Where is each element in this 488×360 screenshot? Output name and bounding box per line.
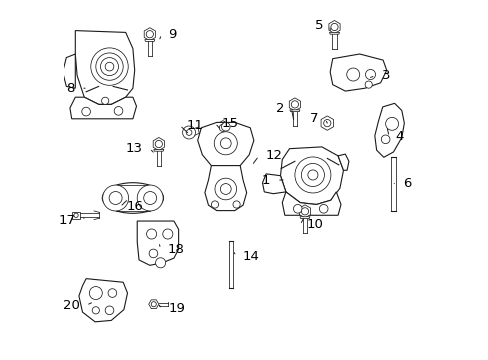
Circle shape	[214, 132, 237, 155]
Circle shape	[186, 130, 192, 135]
Circle shape	[220, 184, 231, 194]
Text: 5: 5	[314, 19, 322, 32]
Polygon shape	[280, 147, 343, 204]
Text: 15: 15	[221, 117, 238, 130]
Polygon shape	[289, 98, 300, 111]
Text: 10: 10	[306, 219, 323, 231]
Circle shape	[182, 126, 195, 139]
Polygon shape	[79, 279, 127, 322]
Polygon shape	[204, 166, 246, 211]
Circle shape	[220, 138, 231, 149]
Circle shape	[346, 68, 359, 81]
Text: 8: 8	[66, 82, 75, 95]
Polygon shape	[329, 32, 339, 34]
Circle shape	[301, 163, 324, 186]
Circle shape	[143, 192, 156, 204]
Polygon shape	[321, 116, 333, 130]
Circle shape	[89, 287, 102, 300]
Circle shape	[92, 307, 99, 314]
Circle shape	[155, 258, 165, 268]
Circle shape	[105, 306, 114, 315]
Circle shape	[81, 107, 90, 116]
Polygon shape	[289, 110, 299, 112]
Circle shape	[365, 69, 375, 80]
Circle shape	[221, 122, 230, 131]
Polygon shape	[328, 21, 340, 33]
Circle shape	[291, 101, 298, 108]
Text: 18: 18	[167, 243, 183, 256]
Text: 6: 6	[403, 177, 411, 190]
Text: 16: 16	[126, 201, 143, 213]
Circle shape	[149, 249, 158, 258]
Polygon shape	[144, 40, 155, 41]
Circle shape	[108, 289, 117, 297]
Polygon shape	[299, 217, 309, 219]
Circle shape	[102, 185, 128, 211]
Text: 20: 20	[62, 299, 80, 312]
Circle shape	[91, 48, 128, 85]
Text: 7: 7	[309, 112, 318, 125]
Polygon shape	[148, 300, 159, 309]
Polygon shape	[197, 122, 253, 166]
Polygon shape	[374, 103, 404, 157]
Text: 12: 12	[265, 149, 282, 162]
Polygon shape	[193, 127, 199, 136]
Polygon shape	[329, 54, 386, 91]
Circle shape	[293, 204, 302, 213]
Text: 2: 2	[276, 102, 284, 114]
Circle shape	[323, 120, 330, 127]
Text: 11: 11	[186, 119, 203, 132]
Circle shape	[301, 208, 308, 215]
Circle shape	[101, 58, 118, 76]
Circle shape	[381, 135, 389, 144]
Circle shape	[114, 107, 122, 115]
Circle shape	[232, 201, 240, 208]
Circle shape	[385, 117, 398, 130]
Polygon shape	[299, 205, 310, 218]
Circle shape	[96, 53, 123, 80]
Polygon shape	[137, 221, 178, 265]
Ellipse shape	[102, 183, 163, 213]
Polygon shape	[75, 31, 134, 104]
Circle shape	[219, 124, 226, 131]
Circle shape	[151, 302, 156, 307]
Circle shape	[365, 81, 371, 88]
Polygon shape	[72, 212, 80, 219]
Text: 4: 4	[395, 130, 403, 143]
Circle shape	[146, 31, 153, 38]
Circle shape	[215, 178, 236, 200]
Circle shape	[105, 62, 114, 71]
Circle shape	[137, 185, 163, 211]
Circle shape	[74, 213, 78, 217]
Text: 14: 14	[242, 250, 259, 263]
Polygon shape	[216, 121, 229, 135]
Circle shape	[330, 23, 337, 31]
Circle shape	[102, 97, 108, 104]
Text: 1: 1	[262, 174, 270, 186]
Text: 19: 19	[168, 302, 185, 315]
Text: 17: 17	[58, 214, 75, 227]
Text: 13: 13	[126, 142, 142, 155]
Circle shape	[319, 204, 327, 213]
Text: 3: 3	[381, 69, 390, 82]
Circle shape	[155, 140, 162, 148]
Polygon shape	[337, 154, 348, 170]
Polygon shape	[70, 97, 136, 119]
Circle shape	[146, 229, 156, 239]
Circle shape	[109, 192, 122, 204]
Circle shape	[211, 201, 218, 208]
Circle shape	[294, 157, 330, 193]
Polygon shape	[282, 192, 340, 215]
Circle shape	[307, 170, 317, 180]
Polygon shape	[153, 149, 163, 151]
Polygon shape	[153, 138, 164, 150]
Polygon shape	[62, 54, 75, 88]
Polygon shape	[262, 174, 285, 194]
Text: 9: 9	[168, 28, 176, 41]
Polygon shape	[144, 28, 155, 41]
Circle shape	[163, 229, 172, 239]
